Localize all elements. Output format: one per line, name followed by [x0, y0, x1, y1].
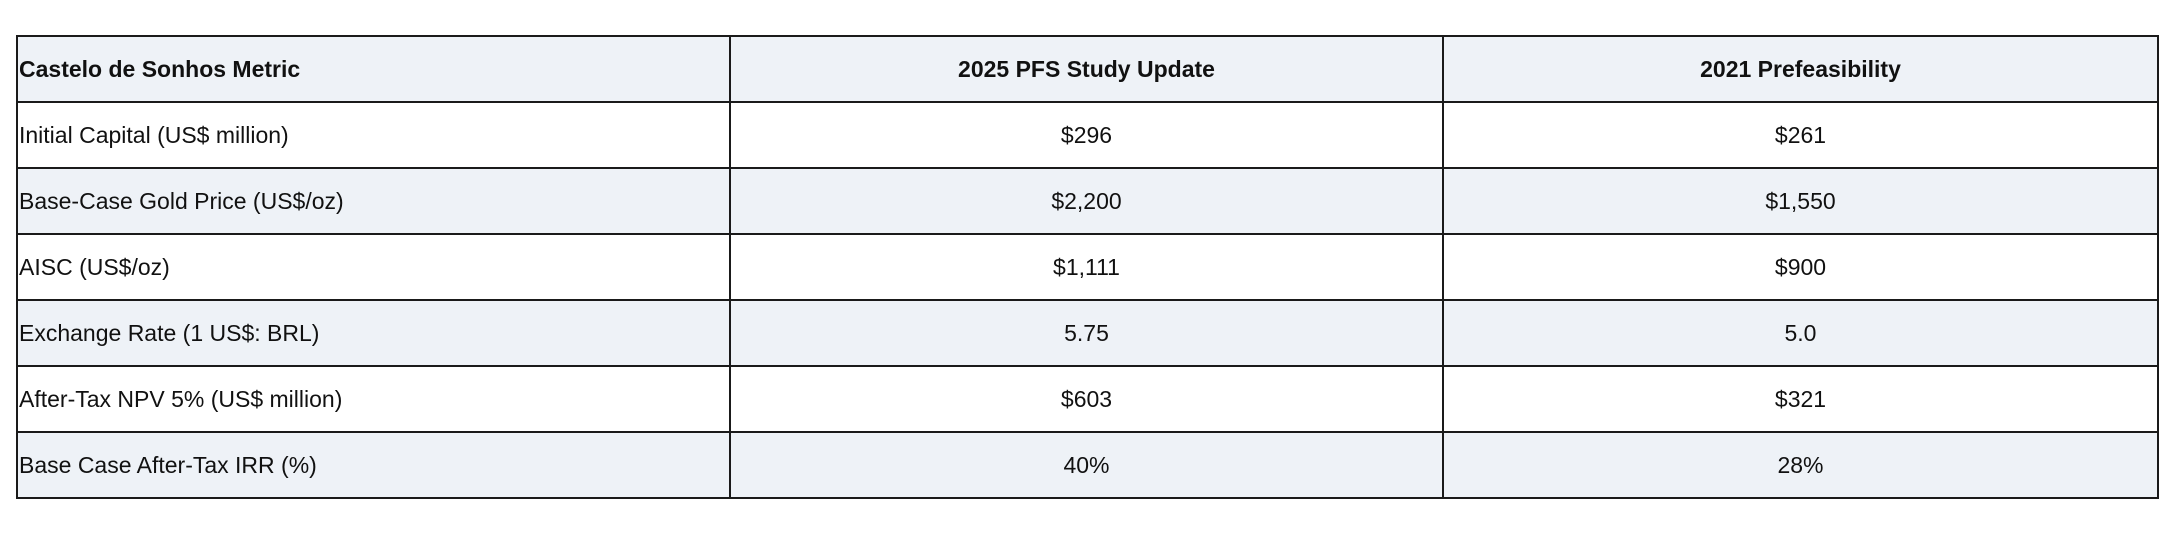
header-2025-pfs: 2025 PFS Study Update [729, 35, 1444, 103]
row-2021-cell: $261 [1442, 101, 2159, 169]
row-metric-cell: Base Case After-Tax IRR (%) [16, 431, 731, 499]
table-header-row: Castelo de Sonhos Metric 2025 PFS Study … [16, 35, 2159, 103]
table-row: Initial Capital (US$ million) $296 $261 [16, 101, 2159, 169]
comparison-table-container: Castelo de Sonhos Metric 2025 PFS Study … [16, 35, 2159, 499]
row-metric-cell: Base-Case Gold Price (US$/oz) [16, 167, 731, 235]
header-metric: Castelo de Sonhos Metric [16, 35, 731, 103]
row-metric-cell: AISC (US$/oz) [16, 233, 731, 301]
row-2025-cell: $2,200 [729, 167, 1444, 235]
row-2021-cell: $900 [1442, 233, 2159, 301]
row-2025-cell: $603 [729, 365, 1444, 433]
comparison-table: Castelo de Sonhos Metric 2025 PFS Study … [16, 35, 2159, 499]
row-metric-cell: Exchange Rate (1 US$: BRL) [16, 299, 731, 367]
table-row: After-Tax NPV 5% (US$ million) $603 $321 [16, 365, 2159, 433]
row-2025-cell: 5.75 [729, 299, 1444, 367]
row-2025-cell: 40% [729, 431, 1444, 499]
row-2025-cell: $1,111 [729, 233, 1444, 301]
row-2021-cell: $1,550 [1442, 167, 2159, 235]
header-2021-prefeasibility: 2021 Prefeasibility [1442, 35, 2159, 103]
table-row: AISC (US$/oz) $1,111 $900 [16, 233, 2159, 301]
row-2021-cell: 28% [1442, 431, 2159, 499]
table-row: Base-Case Gold Price (US$/oz) $2,200 $1,… [16, 167, 2159, 235]
table-row: Base Case After-Tax IRR (%) 40% 28% [16, 431, 2159, 499]
row-metric-cell: After-Tax NPV 5% (US$ million) [16, 365, 731, 433]
table-row: Exchange Rate (1 US$: BRL) 5.75 5.0 [16, 299, 2159, 367]
row-2021-cell: $321 [1442, 365, 2159, 433]
row-metric-cell: Initial Capital (US$ million) [16, 101, 731, 169]
row-2025-cell: $296 [729, 101, 1444, 169]
row-2021-cell: 5.0 [1442, 299, 2159, 367]
